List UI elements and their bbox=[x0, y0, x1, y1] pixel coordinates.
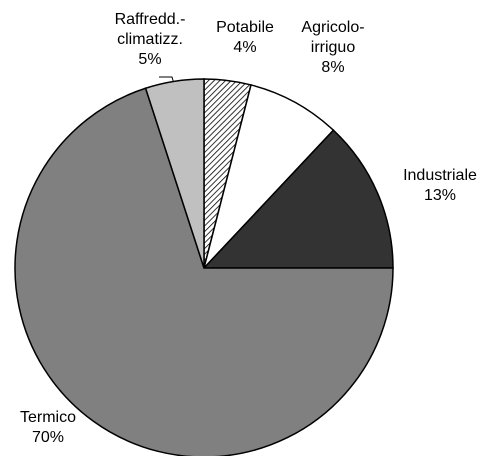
category-label: Industriale bbox=[403, 167, 477, 184]
pie-slice bbox=[14, 87, 394, 456]
slice-label: Termico 70% bbox=[20, 408, 76, 448]
slice-label: Potabile 4% bbox=[216, 18, 274, 58]
value-label: 70% bbox=[31, 429, 65, 446]
value-label: 5% bbox=[138, 51, 162, 68]
category-label: Agricolo- irriguo bbox=[301, 19, 365, 56]
pie-slice bbox=[144, 78, 205, 269]
slice-label: Agricolo- irriguo 8% bbox=[301, 18, 364, 78]
value-label: 4% bbox=[233, 39, 257, 56]
pie-slice bbox=[202, 129, 394, 269]
slice-label: Industriale 13% bbox=[403, 166, 477, 206]
value-label: 8% bbox=[321, 59, 345, 76]
value-label: 13% bbox=[423, 187, 457, 204]
pie-slice bbox=[203, 84, 335, 269]
category-label: Termico bbox=[19, 409, 77, 426]
slice-label: Raffredd.- climatizz. 5% bbox=[115, 10, 186, 70]
category-label: Potabile bbox=[216, 19, 274, 36]
category-label: Raffredd.- climatizz. bbox=[114, 11, 186, 48]
